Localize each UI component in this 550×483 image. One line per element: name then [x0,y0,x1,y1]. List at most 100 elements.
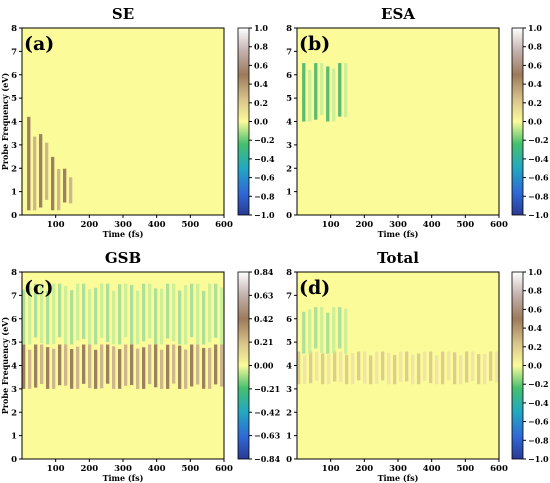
heatmap-band [63,168,67,203]
heatmap-band [332,307,336,354]
heatmap-band [339,351,343,382]
colorbar-tick-label: 0.6 [528,60,542,70]
heatmap-band [124,283,128,338]
heatmap-band [196,283,200,345]
y-tick-label: 8 [11,268,17,278]
y-tick-label: 3 [286,385,292,395]
panel-label: (c) [24,277,54,299]
y-tick-label: 3 [286,141,292,151]
x-tick-label: 100 [322,464,340,474]
y-tick-label: 1 [11,188,17,198]
heatmap-band [178,345,182,389]
heatmap-band [154,344,158,388]
heatmap-band [489,351,493,381]
heatmap-band [190,283,194,338]
x-tick-label: 400 [148,464,166,474]
panel-title: SE [112,5,134,23]
heatmap-band [326,66,330,122]
x-tick-label: 500 [456,220,474,230]
y-tick-label: 5 [11,94,17,104]
x-axis-label: Time (fs) [378,473,419,483]
heatmap-band [82,283,86,339]
heatmap-band [429,351,433,384]
heatmap-band [154,288,158,345]
heatmap-band [208,347,212,389]
colorbar-tick-label: 1.0 [254,23,268,33]
panel-label: (a) [24,33,54,55]
heatmap-band [82,344,86,384]
heatmap-band [142,283,146,342]
x-tick-label: 200 [355,220,373,230]
heatmap-band [344,63,348,118]
y-tick-label: 1 [286,432,292,442]
heatmap-band [214,283,218,338]
heatmap-features [297,307,499,385]
heatmap-band [202,290,206,345]
heatmap-band [453,352,457,385]
heatmap-band [363,351,367,384]
heatmap-band [172,283,176,342]
heatmap-band [381,351,385,381]
heatmap-band [326,312,330,354]
heatmap-band [64,344,68,386]
colorbar-tick-label: 0.4 [254,79,268,89]
colorbar-tick-label: −0.4 [528,154,549,164]
heatmap-band [34,344,38,388]
heatmap-band [112,346,116,389]
y-tick-label: 2 [286,408,292,418]
panel-2: ESA (b) 100 200 300 400 500 600 0 1 2 3 4 5 6 7 8 Time (f… [286,5,549,239]
x-tick-label: 600 [490,464,508,474]
y-tick-label: 1 [11,432,17,442]
x-tick-label: 100 [322,220,340,230]
heatmap-band [112,290,116,345]
x-tick-label: 500 [181,220,199,230]
heatmap-features [22,283,224,389]
heatmap-band [34,283,38,338]
heatmap-band [332,68,336,122]
heatmap-band [58,344,62,386]
heatmap-band [172,344,176,384]
colorbar-tick-label: −0.6 [528,173,549,183]
colorbar-tick-label: −1.0 [528,454,549,464]
heatmap-band [184,349,188,389]
x-tick-label: 300 [114,464,132,474]
y-tick-label: 1 [286,188,292,198]
heatmap-band [45,142,49,200]
heatmap-band [148,344,152,385]
heatmap-band [302,311,306,354]
heatmap-band [495,351,499,383]
heatmap-band [130,285,134,345]
panel-title: ESA [381,5,415,23]
heatmap-band [202,348,206,389]
colorbar-tick-label: 0.8 [528,42,542,52]
x-axis-label: Time (fs) [103,473,144,483]
x-tick-label: 300 [114,220,132,230]
y-tick-label: 7 [11,47,17,57]
heatmap-band [64,286,68,345]
heatmap-band [40,283,44,344]
heatmap-band [88,289,92,345]
heatmap-band [33,136,37,211]
heatmap-band [321,353,325,385]
y-tick-label: 4 [11,118,17,128]
heatmap-band [327,354,331,385]
heatmap-band [375,351,379,384]
x-tick-label: 100 [47,220,65,230]
heatmap-band [297,351,301,385]
x-tick-label: 500 [456,464,474,474]
heatmap-band [308,70,312,122]
colorbar-tick-label: −0.21 [254,384,280,394]
colorbar-tick-label: 0.21 [254,337,273,347]
y-tick-label: 6 [11,71,17,81]
panel-label: (d) [299,277,330,299]
heatmap-band [320,63,324,115]
heatmap-band [88,344,92,389]
heatmap-band [338,307,342,349]
colorbar-tick-label: −0.2 [528,135,549,145]
heatmap-band [100,283,104,338]
heatmap-band [70,349,74,389]
colorbar-tick-label: 0.4 [528,79,542,89]
heatmap-band [178,290,182,345]
heatmap-band [160,288,164,345]
